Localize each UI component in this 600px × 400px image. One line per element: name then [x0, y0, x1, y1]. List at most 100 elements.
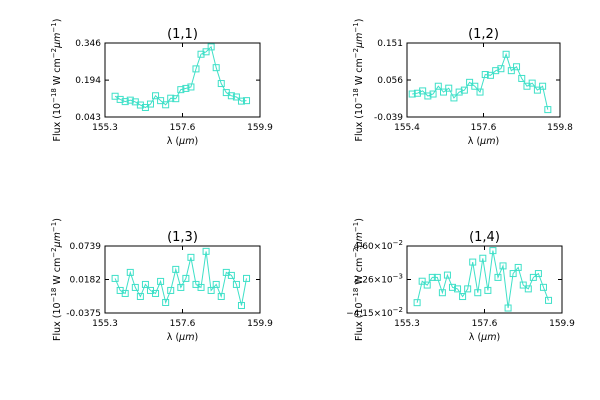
data-point	[486, 71, 494, 79]
data-point	[408, 90, 416, 98]
data-point	[182, 274, 190, 282]
data-point	[157, 277, 165, 285]
x-tick-label: 159.9	[247, 319, 273, 329]
data-point	[111, 274, 119, 282]
x-tick-label: 155.3	[92, 319, 118, 329]
data-point	[167, 94, 175, 102]
data-point	[502, 50, 510, 58]
data-point	[212, 280, 220, 288]
data-point	[450, 94, 458, 102]
data-point	[237, 97, 245, 105]
data-point	[448, 283, 456, 291]
x-tick-label: 159.9	[247, 123, 273, 133]
plot-frame	[104, 42, 261, 118]
panel-3: (1,3) 155.3 157.6 159.9 -0.0375 0.0182 0.0739 λ…	[50, 218, 273, 343]
data-point	[146, 100, 154, 108]
data-point	[217, 292, 225, 300]
y-tick-label: 4.60×10−2	[354, 239, 403, 252]
data-point	[533, 86, 541, 94]
panel-2: (1,2) 155.4 157.6 159.8 -0.039 0.056 0.151 λ (μ…	[352, 19, 573, 147]
panel-title: (1,2)	[468, 27, 499, 42]
data-point	[476, 88, 484, 96]
data-point	[423, 281, 431, 289]
data-point	[499, 262, 507, 270]
x-tick-label: 155.4	[394, 123, 420, 133]
x-tick-label: 159.8	[547, 123, 573, 133]
data-point	[177, 283, 185, 291]
y-axis-label: Flux (10−18 W cm−2μm−1)	[50, 19, 63, 142]
y-axis-label: Flux (10−18 W cm−2μm−1)	[50, 218, 63, 341]
data-point	[197, 50, 205, 58]
data-point	[227, 271, 235, 279]
data-point	[519, 281, 527, 289]
x-axis-label: λ (μm)	[469, 332, 500, 343]
data-point	[136, 292, 144, 300]
data-point	[518, 74, 526, 82]
plot-frame	[406, 245, 563, 314]
data-point	[513, 63, 521, 71]
panel-title: (1,3)	[167, 230, 198, 245]
data-point	[197, 283, 205, 291]
data-point	[481, 71, 489, 79]
data-point	[187, 83, 195, 91]
data-point	[141, 280, 149, 288]
data-point	[433, 273, 441, 281]
data-point	[177, 86, 185, 94]
data-point	[207, 286, 215, 294]
data-point	[413, 89, 421, 97]
data-point	[126, 268, 134, 276]
panel-title: (1,1)	[167, 27, 198, 42]
data-point	[497, 65, 505, 73]
y-tick-label: 0.346	[75, 39, 101, 49]
panel-1: (1,1) 155.3 157.6 159.9 0.043 0.194 0.346 λ (μm…	[50, 19, 273, 147]
y-axis-label: Flux (10−18 W cm−2μm−1)	[352, 19, 365, 142]
data-point	[419, 87, 427, 95]
data-point	[524, 285, 532, 293]
data-point	[126, 96, 134, 104]
y-axis-label: Flux (10−18 W cm−2μm−1)	[352, 218, 365, 341]
series-line	[412, 52, 549, 110]
data-point	[152, 289, 160, 297]
data-point	[514, 263, 522, 271]
data-point	[116, 95, 124, 103]
data-point	[466, 78, 474, 86]
x-tick-label: 157.6	[170, 123, 196, 133]
data-point	[438, 289, 446, 297]
data-point	[539, 283, 547, 291]
x-axis-label: λ (μm)	[167, 332, 198, 343]
data-point	[202, 247, 210, 255]
y-tick-label: -0.039	[374, 113, 403, 123]
data-point	[471, 82, 479, 90]
data-point	[192, 65, 200, 73]
data-point	[428, 273, 436, 281]
data-point	[136, 101, 144, 109]
data-point	[424, 92, 432, 100]
x-axis-label: λ (μm)	[167, 136, 198, 147]
y-tick-label: 0.043	[75, 113, 101, 123]
data-point	[418, 277, 426, 285]
x-tick-label: 157.6	[472, 319, 498, 329]
data-point	[454, 285, 462, 293]
data-point	[237, 301, 245, 309]
data-point	[443, 271, 451, 279]
data-point	[207, 43, 215, 51]
data-point	[167, 286, 175, 294]
data-point	[212, 64, 220, 72]
data-point	[172, 265, 180, 273]
y-tick-label: 0.151	[377, 39, 403, 49]
y-tick-label: 2.26×10−3	[354, 272, 403, 285]
data-point	[157, 97, 165, 105]
data-point	[217, 80, 225, 88]
panel-4: (1,4) 155.3 157.6 159.9 −4.15×10−2 2.26×10−3 4…	[346, 218, 575, 343]
series-line	[416, 250, 549, 309]
data-point	[243, 97, 251, 105]
x-tick-label: 155.3	[92, 123, 118, 133]
data-point	[162, 101, 170, 109]
data-point	[528, 79, 536, 87]
data-point	[440, 88, 448, 96]
data-point	[539, 82, 547, 90]
data-point	[187, 253, 195, 261]
y-tick-label: 0.0739	[70, 242, 102, 252]
data-point	[489, 247, 497, 255]
